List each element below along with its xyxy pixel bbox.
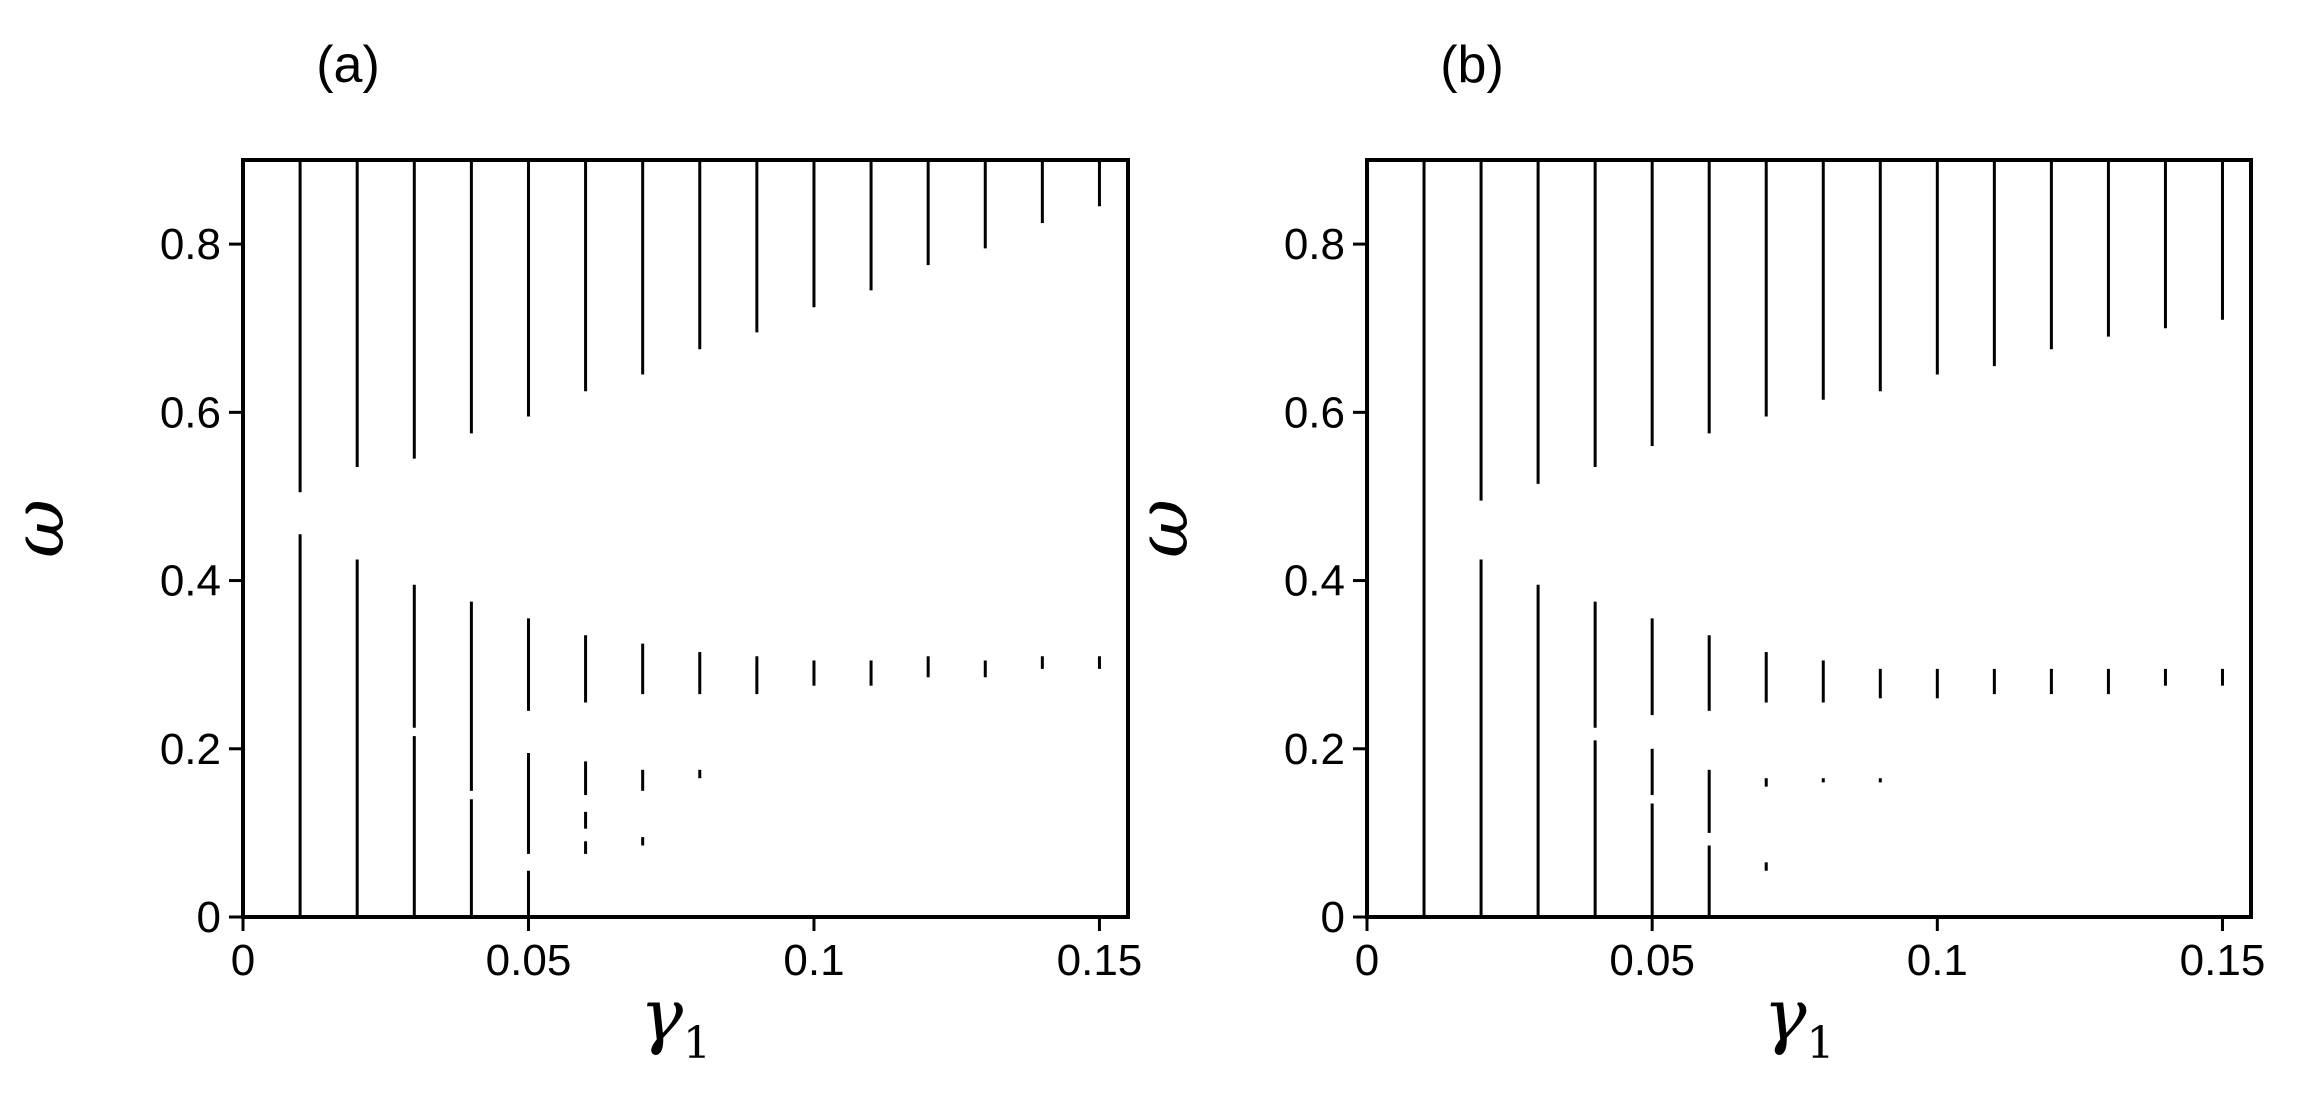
- y-tick-label: 0: [197, 893, 221, 942]
- x-tick-label: 0: [231, 936, 255, 985]
- panel: (b) 0 0.05 0.1 0.15 0 0.2 0.4 0.6 0.8 γ1 ω: [1120, 36, 2265, 1069]
- x-axis-label: γ1: [1763, 973, 1834, 1069]
- panel-title: (b): [1440, 36, 1504, 94]
- y-tick-label: 0.4: [1284, 557, 1345, 606]
- x-tick-label: 0.15: [2180, 936, 2266, 985]
- x-axis-subscript: 1: [683, 1018, 711, 1069]
- x-axis-symbol: γ: [640, 973, 684, 1057]
- y-tick-label: 0.2: [160, 725, 221, 774]
- y-axis-label: ω: [1120, 499, 1204, 558]
- x-tick-label: 0: [1355, 936, 1379, 985]
- x-axis-subscript: 1: [1807, 1018, 1835, 1069]
- panel: (a) 0 0.05 0.1 0.15 0 0.2 0.4 0.6 0.8 γ1 ω: [0, 36, 1142, 1069]
- x-tick-label: 0.15: [1057, 936, 1143, 985]
- y-axis-label: ω: [0, 499, 80, 558]
- x-axis-label: γ1: [640, 973, 711, 1069]
- y-tick-label: 0: [1321, 893, 1345, 942]
- y-tick-label: 0.2: [1284, 725, 1345, 774]
- panel-title: (a): [316, 36, 380, 94]
- plot-frame: [241, 158, 1130, 919]
- x-tick-label: 0.1: [783, 936, 844, 985]
- plot-frame: [1365, 158, 2253, 919]
- y-tick-label: 0.4: [160, 557, 221, 606]
- y-tick-label: 0.8: [1284, 220, 1345, 269]
- y-tick-label: 0.6: [1284, 388, 1345, 437]
- x-tick-label: 0.05: [486, 936, 572, 985]
- y-tick-label: 0.6: [160, 388, 221, 437]
- x-tick-label: 0.05: [1609, 936, 1695, 985]
- x-axis-symbol: γ: [1763, 973, 1807, 1057]
- y-tick-label: 0.8: [160, 220, 221, 269]
- x-tick-label: 0.1: [1907, 936, 1968, 985]
